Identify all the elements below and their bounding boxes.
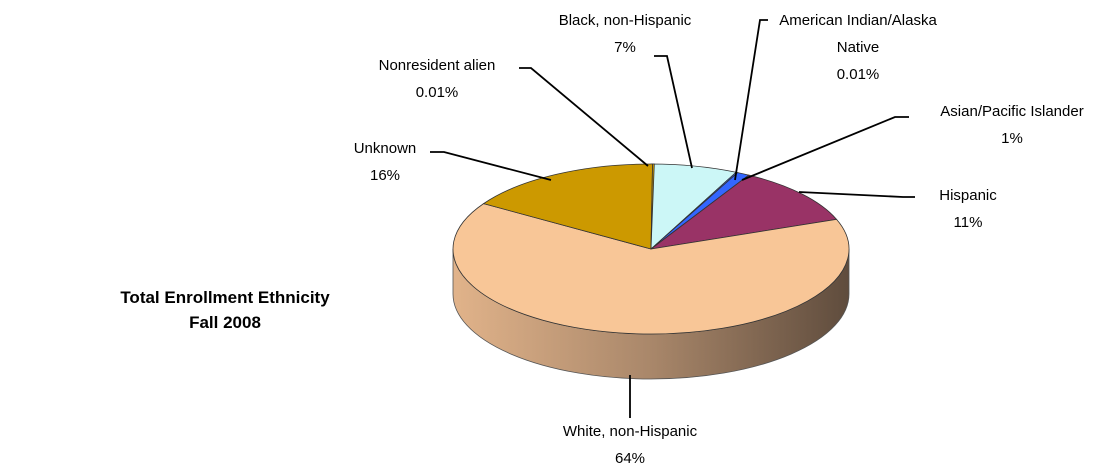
leader-line-nonresident-alien xyxy=(519,68,648,166)
slice-label-black-non-hispanic: Black, non-Hispanic xyxy=(559,12,692,29)
slice-value-american-indian-alaska-native: 0.01% xyxy=(837,66,880,83)
slice-value-nonresident-alien: 0.01% xyxy=(416,84,459,101)
slice-value-hispanic: 11% xyxy=(954,214,983,231)
slice-label-american-indian-alaska-native-part-2: Native xyxy=(837,39,880,56)
leader-line-unknown xyxy=(430,152,551,180)
slice-label-white-non-hispanic: White, non-Hispanic xyxy=(563,423,698,440)
slice-value-white-non-hispanic: 64% xyxy=(615,450,645,466)
slice-label-asian-pacific-islander: Asian/Pacific Islander xyxy=(940,103,1083,120)
slice-value-asian-pacific-islander: 1% xyxy=(1001,130,1023,147)
slice-value-unknown: 16% xyxy=(370,167,400,184)
slice-label-nonresident-alien: Nonresident alien xyxy=(379,57,496,74)
leader-line-asian-pacific-islander xyxy=(742,117,909,180)
leader-line-hispanic xyxy=(799,192,915,197)
leader-line-black-non-hispanic xyxy=(654,56,692,168)
leader-line-american-indian-alaska-native xyxy=(735,20,768,180)
slice-label-american-indian-alaska-native-part-1: American Indian/Alaska xyxy=(779,12,937,29)
slice-label-hispanic: Hispanic xyxy=(939,187,997,204)
slice-value-black-non-hispanic: 7% xyxy=(614,39,636,56)
slice-label-unknown: Unknown xyxy=(354,140,417,157)
